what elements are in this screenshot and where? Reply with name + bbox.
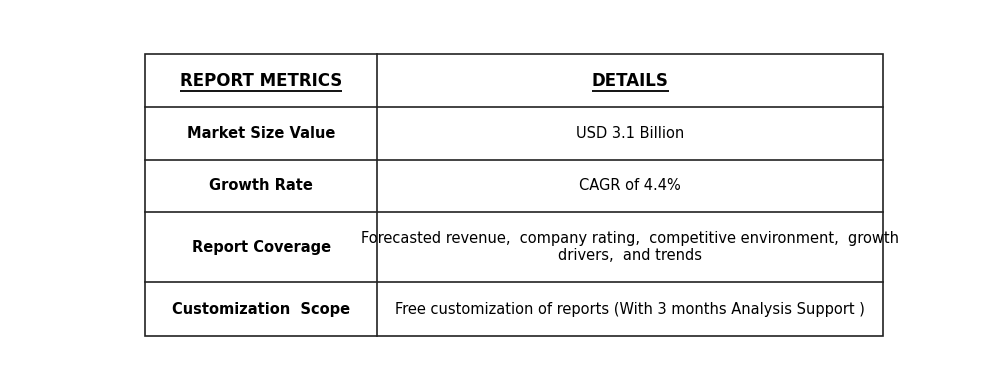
Text: Customization  Scope: Customization Scope — [172, 302, 350, 317]
Text: Forecasted revenue,  company rating,  competitive environment,  growth
drivers, : Forecasted revenue, company rating, comp… — [361, 231, 899, 263]
Text: Growth Rate: Growth Rate — [209, 178, 313, 193]
Text: Market Size Value: Market Size Value — [186, 126, 335, 141]
Text: CAGR of 4.4%: CAGR of 4.4% — [579, 178, 680, 193]
Text: REPORT METRICS: REPORT METRICS — [179, 71, 342, 90]
Text: USD 3.1 Billion: USD 3.1 Billion — [575, 126, 683, 141]
Text: Report Coverage: Report Coverage — [191, 240, 331, 255]
Text: Free customization of reports (With 3 months Analysis Support ): Free customization of reports (With 3 mo… — [395, 302, 865, 317]
Text: DETAILS: DETAILS — [591, 71, 668, 90]
